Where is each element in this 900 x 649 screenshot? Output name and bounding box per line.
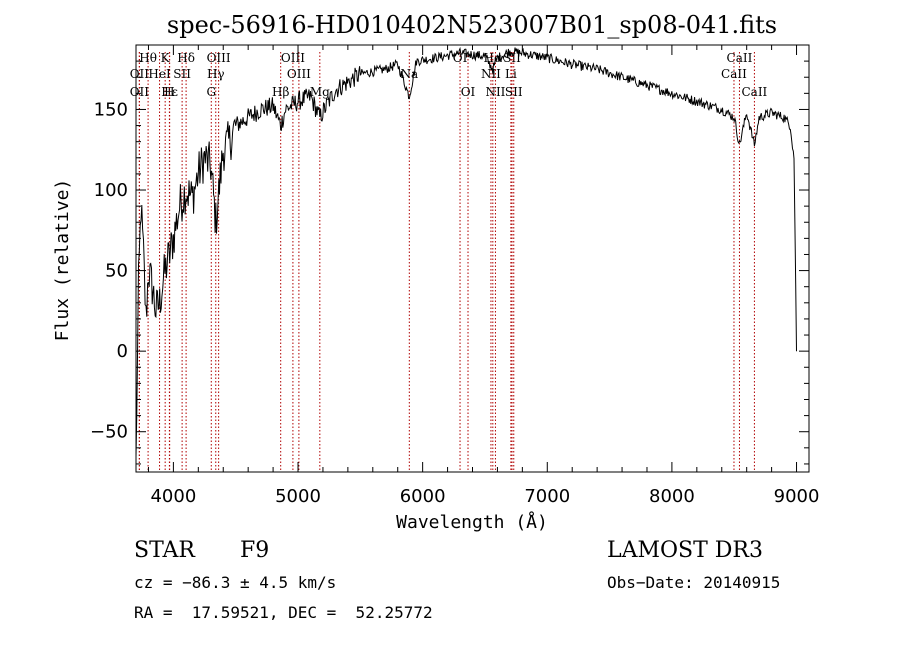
line-marker-label: Hγ bbox=[207, 67, 225, 81]
sky-coordinates: RA = 17.59521, DEC = 52.25772 bbox=[134, 603, 433, 622]
chart-title: spec-56916-HD010402N523007B01_sp08-041.f… bbox=[167, 11, 777, 39]
survey-release: LAMOST DR3 bbox=[607, 538, 763, 563]
y-axis-label: Flux (relative) bbox=[52, 179, 73, 342]
axes: 4000 5000 6000 7000 8000 9000 −50 0 50 100 150 bbox=[90, 44, 820, 507]
line-marker-label: Mg bbox=[310, 85, 330, 99]
line-marker-label: CaII bbox=[741, 85, 767, 99]
line-marker-label: CaII bbox=[721, 67, 747, 81]
line-marker-label: Li bbox=[505, 67, 517, 81]
line-marker-label: OIII bbox=[281, 51, 305, 65]
line-marker-label: SII bbox=[173, 67, 191, 81]
y-tick-label: 50 bbox=[105, 261, 128, 282]
observation-date: Obs−Date: 20140915 bbox=[607, 573, 781, 592]
y-tick-label: −50 bbox=[90, 422, 128, 443]
line-marker-label: OII bbox=[130, 85, 150, 99]
x-tick-label: 6000 bbox=[400, 486, 446, 507]
line-marker-label: Hβ bbox=[272, 85, 289, 99]
x-axis-label: Wavelength (Å) bbox=[396, 511, 548, 533]
line-marker-label: K bbox=[161, 51, 171, 65]
x-tick-label: 9000 bbox=[774, 486, 820, 507]
line-marker-label: SII bbox=[505, 85, 523, 99]
line-marker-label: Hθ bbox=[139, 51, 157, 65]
line-marker-label: NII bbox=[485, 85, 505, 99]
line-marker-label: OI bbox=[461, 85, 476, 99]
line-marker-label: OIII bbox=[207, 51, 231, 65]
line-marker-label: HeI bbox=[148, 67, 171, 81]
redshift-velocity: cz = −86.3 ± 4.5 km/s bbox=[134, 573, 337, 592]
line-marker-label: OIII bbox=[287, 67, 311, 81]
x-tick-label: 8000 bbox=[649, 486, 695, 507]
line-marker-label: Hδ bbox=[177, 51, 195, 65]
line-marker-label: Na bbox=[400, 67, 418, 81]
line-marker-label: H bbox=[164, 85, 174, 99]
object-class: STAR bbox=[134, 538, 195, 563]
spectrum-line bbox=[135, 46, 797, 457]
spectrum-series bbox=[135, 46, 797, 457]
object-subclass: F9 bbox=[240, 538, 270, 563]
x-tick-label: 5000 bbox=[275, 486, 321, 507]
line-marker-label: G bbox=[206, 85, 216, 99]
line-marker-label: CaII bbox=[727, 51, 753, 65]
line-marker-label: NII bbox=[481, 67, 501, 81]
x-tick-label: 4000 bbox=[150, 486, 196, 507]
y-tick-label: 100 bbox=[94, 180, 128, 201]
y-tick-label: 150 bbox=[94, 99, 128, 120]
x-tick-label: 7000 bbox=[524, 486, 570, 507]
y-tick-label: 0 bbox=[117, 341, 128, 362]
